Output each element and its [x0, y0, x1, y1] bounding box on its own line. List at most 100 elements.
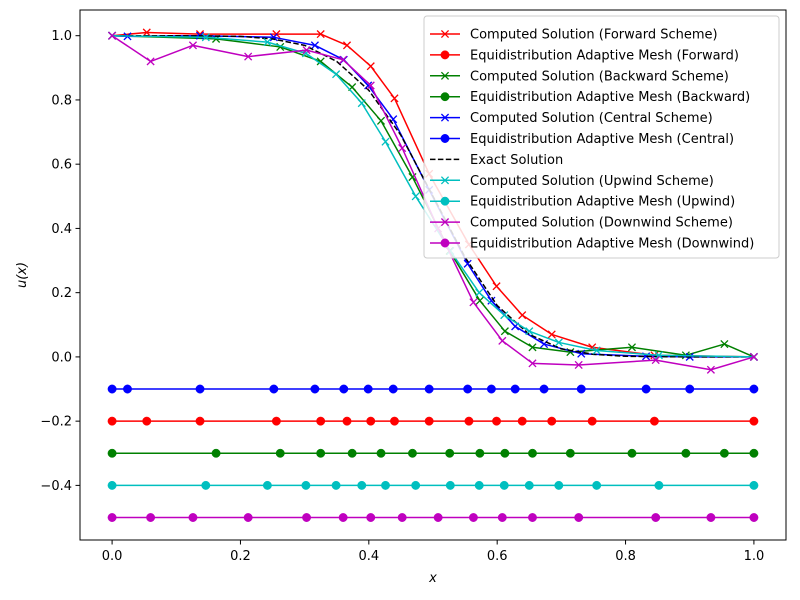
legend-label: Exact Solution [470, 153, 563, 168]
series-equidistribution-adaptive-mesh-backward [107, 448, 759, 458]
legend-items: Computed Solution (Forward Scheme) Equidi… [430, 28, 754, 252]
data-point [398, 144, 407, 153]
legend-swatch-marker [440, 218, 450, 227]
legend-item-computed-solution-backward-scheme: Computed Solution (Backward Scheme) [430, 69, 729, 84]
legend-label: Computed Solution (Central Scheme) [470, 111, 713, 126]
y-ticks: −0.4 −0.2 0.0 0.2 0.4 0.6 0.8 1.0 [40, 29, 80, 494]
data-point [310, 41, 319, 50]
legend-item-equidistribution-adaptive-mesh-central: Equidistribution Adaptive Mesh (Central) [430, 132, 734, 147]
legend-item-equidistribution-adaptive-mesh-downwind: Equidistribution Adaptive Mesh (Downwind… [430, 237, 754, 252]
data-point [539, 384, 549, 394]
data-point [706, 513, 716, 522]
data-point [433, 513, 443, 522]
data-point [492, 282, 501, 291]
data-point [749, 416, 759, 426]
data-point [681, 448, 691, 458]
data-point [475, 288, 484, 297]
data-point [108, 31, 117, 40]
data-point [492, 416, 501, 426]
legend-item-computed-solution-upwind-scheme: Computed Solution (Upwind Scheme) [430, 174, 714, 189]
data-point [499, 480, 509, 490]
legend-label: Computed Solution (Backward Scheme) [470, 69, 729, 84]
data-point [408, 448, 417, 458]
data-point [397, 513, 407, 522]
data-point [366, 62, 375, 71]
data-point [366, 81, 375, 90]
legend-item-equidistribution-adaptive-mesh-forward: Equidistribution Adaptive Mesh (Forward) [430, 48, 739, 63]
legend-swatch-marker [440, 176, 450, 185]
data-point [528, 448, 537, 458]
data-point [500, 311, 509, 320]
data-point [547, 416, 557, 426]
y-axis-label: u(x) [15, 262, 30, 288]
data-point [525, 327, 534, 336]
data-point [107, 416, 117, 426]
data-point [301, 480, 311, 490]
data-point [627, 343, 637, 352]
data-point [388, 384, 398, 394]
data-point [574, 360, 583, 369]
y-tick-label: 0.8 [51, 93, 72, 108]
y-tick-label: −0.4 [40, 479, 72, 494]
data-point [316, 448, 326, 458]
data-point [146, 513, 156, 522]
data-point [275, 448, 285, 458]
data-point [424, 384, 434, 394]
y-tick-label: 1.0 [51, 29, 72, 44]
data-point [363, 384, 373, 394]
legend-item-computed-solution-forward-scheme: Computed Solution (Forward Scheme) [430, 28, 718, 43]
data-point [310, 384, 320, 394]
x-tick-label: 0.2 [230, 549, 251, 564]
data-point [587, 416, 597, 426]
legend-item-equidistribution-adaptive-mesh-upwind: Equidistribution Adaptive Mesh (Upwind) [430, 195, 735, 210]
data-point [316, 57, 325, 66]
legend-item-exact-solution: Exact Solution [430, 153, 563, 168]
data-point [749, 352, 758, 361]
data-point [366, 513, 376, 522]
data-point [528, 513, 537, 522]
legend-item-computed-solution-downwind-scheme: Computed Solution (Downwind Scheme) [430, 216, 733, 231]
data-point [554, 480, 564, 490]
data-point [749, 448, 759, 458]
data-point [390, 94, 399, 103]
data-point [366, 416, 376, 426]
legend-box [423, 15, 780, 259]
data-point [720, 340, 729, 349]
data-point [347, 448, 357, 458]
data-point [332, 70, 341, 79]
legend-item-equidistribution-adaptive-mesh-backward: Equidistribution Adaptive Mesh (Backward… [430, 90, 750, 105]
data-point [188, 41, 198, 50]
data-point [339, 55, 348, 64]
x-tick-label: 0.4 [358, 549, 379, 564]
legend-swatch-marker [440, 50, 450, 60]
data-point [339, 384, 349, 394]
data-point [107, 513, 117, 522]
legend-label: Equidistribution Adaptive Mesh (Central) [470, 132, 734, 147]
data-point [262, 480, 272, 490]
series-equidistribution-adaptive-mesh-forward [107, 416, 759, 426]
data-point [357, 99, 366, 108]
data-point [547, 330, 556, 339]
data-point [188, 513, 198, 522]
data-point [486, 384, 496, 394]
data-point [654, 480, 664, 490]
legend-label: Equidistribution Adaptive Mesh (Upwind) [470, 195, 735, 210]
data-point [123, 384, 132, 394]
data-point [592, 346, 601, 355]
data-point [719, 448, 729, 458]
data-point [269, 384, 279, 394]
data-point [749, 480, 759, 490]
data-point [376, 448, 386, 458]
data-point [500, 448, 510, 458]
series-equidistribution-adaptive-mesh-central [107, 384, 759, 394]
series-line [112, 31, 754, 358]
data-point [651, 513, 661, 522]
x-tick-label: 0.8 [615, 549, 636, 564]
data-point [243, 513, 253, 522]
data-point [649, 416, 659, 426]
data-point [107, 384, 117, 394]
data-point [302, 513, 312, 522]
data-point [445, 448, 455, 458]
y-tick-label: 0.0 [51, 350, 72, 365]
